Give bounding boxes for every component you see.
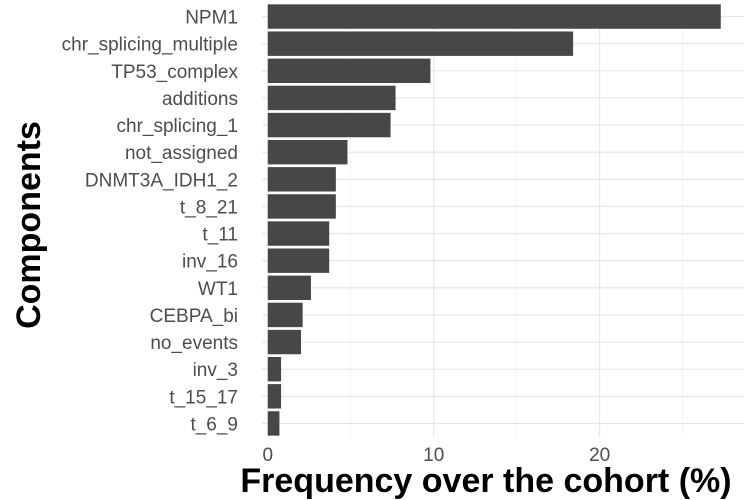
bar-inv_3 (267, 356, 282, 382)
y-tick-label: DNMT3A_IDH1_2 (85, 170, 238, 191)
x-axis-title: Frequency over the cohort (%) (240, 462, 731, 500)
y-tick-label: NPM1 (185, 8, 238, 29)
x-tick-label: 0 (263, 445, 274, 466)
bar-t_11 (267, 221, 330, 246)
y-tick-label: t_8_21 (180, 197, 238, 218)
bar-t_15_17 (267, 384, 282, 409)
bar-chr_splicing_1 (267, 112, 391, 138)
y-tick-label: t_6_9 (190, 414, 238, 435)
bar-chr_splicing_multiple (267, 31, 574, 56)
bar-additions (267, 85, 396, 111)
y-tick-label: t_15_17 (169, 387, 238, 408)
bar-not_assigned (267, 139, 348, 165)
bar-TP53_complex (267, 58, 431, 84)
y-tick-label: additions (162, 89, 238, 110)
x-tick-label: 20 (589, 445, 610, 466)
y-tick-label: inv_16 (182, 252, 238, 273)
bar-t_6_9 (267, 411, 280, 436)
bar-t_8_21 (267, 194, 336, 219)
y-tick-label: not_assigned (125, 143, 238, 164)
y-tick-label: WT1 (198, 279, 238, 300)
y-tick-label: inv_3 (193, 360, 238, 381)
bar-DNMT3A_IDH1_2 (267, 167, 336, 192)
y-tick-label: chr_splicing_1 (117, 116, 238, 137)
y-tick-labels: NPM1 chr_splicing_multiple TP53_complexadd… (62, 8, 239, 436)
x-tick-label: 10 (423, 445, 444, 466)
y-tick-label: no_events (150, 333, 238, 354)
bar-inv_16 (267, 248, 330, 273)
bar-WT1 (267, 275, 311, 301)
y-tick-label: TP53_complex (111, 62, 238, 83)
bar-no_events (267, 329, 301, 355)
bar-CEBPA_bi (267, 302, 303, 328)
y-axis-title: Components (10, 121, 48, 329)
y-tick-label: CEBPA_bi (150, 306, 238, 327)
x-tick-labels: 0 10 20 (263, 445, 611, 466)
bar-NPM1 (267, 4, 721, 29)
y-tick-label: t_11 (202, 225, 238, 246)
bars (267, 4, 721, 436)
y-tick-label: chr_splicing_multiple (62, 35, 238, 56)
